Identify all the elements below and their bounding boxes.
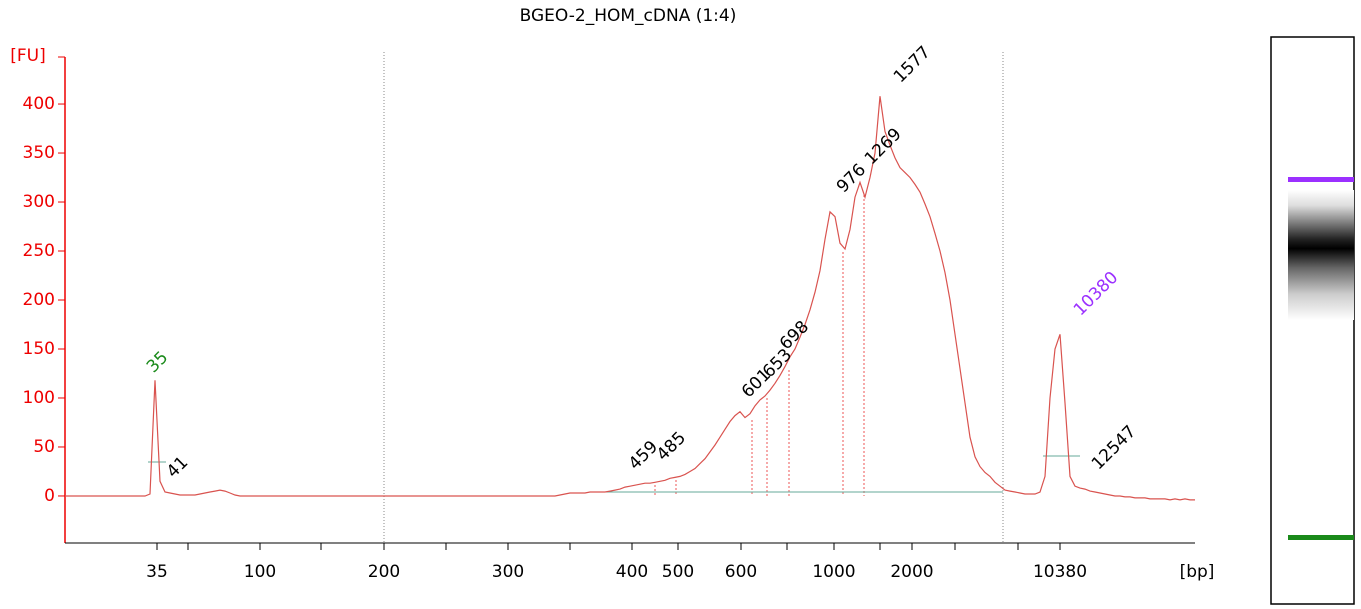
x-tick-label: 400 [616,562,648,582]
y-axis-label: [FU] [10,46,46,66]
y-tick-label: 350 [23,143,55,163]
peak-label: 12547 [1088,422,1140,474]
x-tick-label: 10380 [1033,562,1087,582]
x-tick-label: 300 [492,562,524,582]
upper-marker-band [1288,177,1354,182]
gel-smear [1288,190,1354,320]
peak-label: 10380 [1070,268,1122,320]
peak-label: 1269 [861,124,906,169]
y-tick-label: 100 [23,388,55,408]
x-tick-marks [156,543,1061,550]
y-tick-label: 400 [23,94,55,114]
x-tick-label: 1000 [812,562,855,582]
peak-label: 1577 [890,42,935,87]
x-tick-label: 100 [244,562,276,582]
lower-marker-band [1288,535,1354,540]
x-tick-label: 2000 [890,562,933,582]
trace [65,96,1195,501]
y-tick-label: 200 [23,290,55,310]
peak-label: 35 [143,348,172,377]
peak-label: 41 [163,453,192,482]
peak-label: 485 [653,428,690,465]
y-tick-label: 300 [23,192,55,212]
y-tick-label: 250 [23,241,55,261]
y-tick-label: 0 [44,486,55,506]
gel-lane [1270,36,1355,605]
peak-label: 976 [833,160,870,197]
y-tick-label: 50 [33,437,55,457]
chart-title: BGEO-2_HOM_cDNA (1:4) [520,6,737,26]
marker-lines [383,52,1004,543]
x-tick-label: 500 [662,562,694,582]
x-tick-label: 35 [146,562,168,582]
x-tick-label: 200 [368,562,400,582]
y-tick-label: 150 [23,339,55,359]
x-axis-label: [bp] [1180,562,1215,582]
peak-drop-lines [654,195,865,496]
x-tick-label: 600 [725,562,757,582]
